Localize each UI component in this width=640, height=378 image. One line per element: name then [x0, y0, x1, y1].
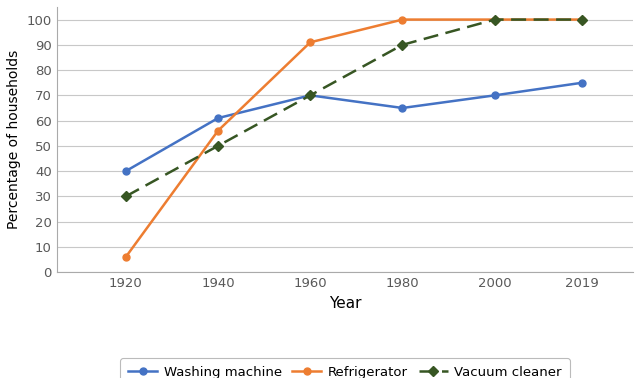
- Vacuum cleaner: [399, 43, 406, 47]
- Washing machine: [399, 106, 406, 110]
- Refrigerator: [579, 17, 586, 22]
- Line: Vacuum cleaner: Vacuum cleaner: [122, 16, 586, 200]
- X-axis label: Year: Year: [328, 296, 361, 311]
- Vacuum cleaner: [307, 93, 314, 98]
- Washing machine: [214, 116, 222, 120]
- Vacuum cleaner: [214, 144, 222, 148]
- Vacuum cleaner: [579, 17, 586, 22]
- Refrigerator: [399, 17, 406, 22]
- Refrigerator: [122, 255, 130, 259]
- Washing machine: [491, 93, 499, 98]
- Line: Washing machine: Washing machine: [122, 79, 586, 175]
- Vacuum cleaner: [491, 17, 499, 22]
- Refrigerator: [214, 129, 222, 133]
- Line: Refrigerator: Refrigerator: [122, 16, 586, 260]
- Washing machine: [579, 81, 586, 85]
- Legend: Washing machine, Refrigerator, Vacuum cleaner: Washing machine, Refrigerator, Vacuum cl…: [120, 358, 570, 378]
- Y-axis label: Percentage of households: Percentage of households: [7, 50, 21, 229]
- Washing machine: [307, 93, 314, 98]
- Refrigerator: [491, 17, 499, 22]
- Washing machine: [122, 169, 130, 174]
- Vacuum cleaner: [122, 194, 130, 199]
- Refrigerator: [307, 40, 314, 45]
